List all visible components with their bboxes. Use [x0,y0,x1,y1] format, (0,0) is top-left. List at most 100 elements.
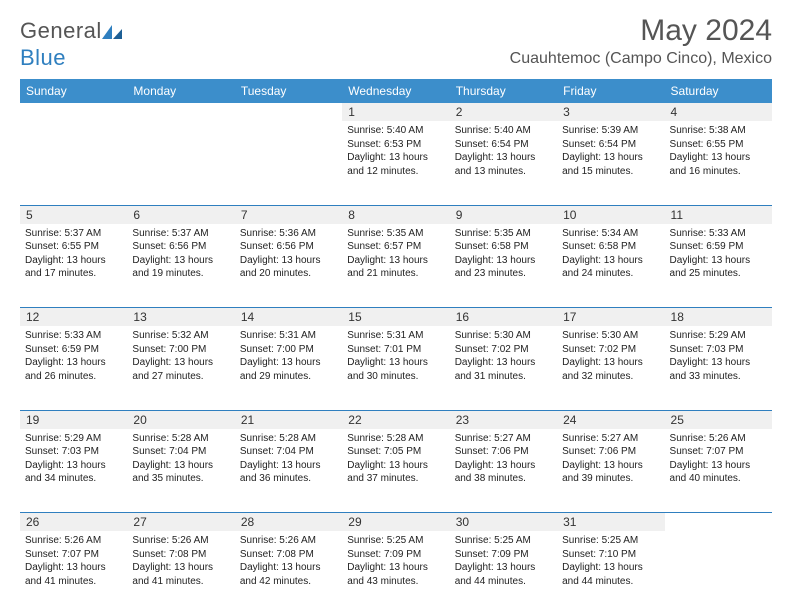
day-number-cell: 17 [557,308,664,327]
day-details-cell [235,121,342,205]
sunrise-line: Sunrise: 5:29 AM [25,432,122,446]
brand-text: GeneralBlue [20,18,124,71]
day-details-cell: Sunrise: 5:38 AMSunset: 6:55 PMDaylight:… [665,121,772,205]
weekday-header: Tuesday [235,79,342,103]
sunrise-line: Sunrise: 5:26 AM [240,534,337,548]
weekday-header: Sunday [20,79,127,103]
sunrise-line: Sunrise: 5:34 AM [562,227,659,241]
sunset-line: Sunset: 6:55 PM [670,138,767,152]
daylight-line: Daylight: 13 hours and 30 minutes. [347,356,444,383]
title-block: May 2024 Cuauhtemoc (Campo Cinco), Mexic… [510,14,772,68]
day-number-cell: 23 [450,410,557,429]
day-details-cell: Sunrise: 5:26 AMSunset: 7:07 PMDaylight:… [665,429,772,513]
day-number-cell: 15 [342,308,449,327]
sunset-line: Sunset: 7:04 PM [132,445,229,459]
sunrise-line: Sunrise: 5:25 AM [455,534,552,548]
day-number-cell: 31 [557,513,664,532]
day-details-cell: Sunrise: 5:28 AMSunset: 7:04 PMDaylight:… [235,429,342,513]
day-details-cell: Sunrise: 5:25 AMSunset: 7:10 PMDaylight:… [557,531,664,615]
day-details-cell: Sunrise: 5:33 AMSunset: 6:59 PMDaylight:… [665,224,772,308]
sunrise-line: Sunrise: 5:26 AM [132,534,229,548]
daylight-line: Daylight: 13 hours and 31 minutes. [455,356,552,383]
sunset-line: Sunset: 6:57 PM [347,240,444,254]
sunrise-line: Sunrise: 5:35 AM [455,227,552,241]
sunset-line: Sunset: 6:59 PM [670,240,767,254]
daylight-line: Daylight: 13 hours and 16 minutes. [670,151,767,178]
daylight-line: Daylight: 13 hours and 24 minutes. [562,254,659,281]
daylight-line: Daylight: 13 hours and 38 minutes. [455,459,552,486]
day-details-cell: Sunrise: 5:29 AMSunset: 7:03 PMDaylight:… [665,326,772,410]
sunset-line: Sunset: 7:09 PM [347,548,444,562]
daylight-line: Daylight: 13 hours and 34 minutes. [25,459,122,486]
day-details-cell [665,531,772,615]
day-number-cell: 4 [665,103,772,121]
day-details-cell: Sunrise: 5:25 AMSunset: 7:09 PMDaylight:… [450,531,557,615]
sunrise-line: Sunrise: 5:35 AM [347,227,444,241]
sunrise-line: Sunrise: 5:30 AM [455,329,552,343]
day-details-cell: Sunrise: 5:27 AMSunset: 7:06 PMDaylight:… [557,429,664,513]
daylight-line: Daylight: 13 hours and 17 minutes. [25,254,122,281]
sunset-line: Sunset: 7:08 PM [132,548,229,562]
sunset-line: Sunset: 6:56 PM [132,240,229,254]
day-details-cell: Sunrise: 5:28 AMSunset: 7:04 PMDaylight:… [127,429,234,513]
weekday-header: Thursday [450,79,557,103]
day-number-cell: 30 [450,513,557,532]
daylight-line: Daylight: 13 hours and 21 minutes. [347,254,444,281]
day-details-cell: Sunrise: 5:26 AMSunset: 7:07 PMDaylight:… [20,531,127,615]
day-details-row: Sunrise: 5:26 AMSunset: 7:07 PMDaylight:… [20,531,772,615]
day-number-cell: 10 [557,205,664,224]
sunrise-line: Sunrise: 5:27 AM [562,432,659,446]
day-number-cell: 27 [127,513,234,532]
day-details-cell: Sunrise: 5:35 AMSunset: 6:58 PMDaylight:… [450,224,557,308]
sunset-line: Sunset: 7:03 PM [25,445,122,459]
sunrise-line: Sunrise: 5:26 AM [25,534,122,548]
day-number-cell: 13 [127,308,234,327]
sunset-line: Sunset: 7:06 PM [562,445,659,459]
sunrise-line: Sunrise: 5:26 AM [670,432,767,446]
weekday-row: SundayMondayTuesdayWednesdayThursdayFrid… [20,79,772,103]
day-number-cell: 18 [665,308,772,327]
day-details-cell: Sunrise: 5:39 AMSunset: 6:54 PMDaylight:… [557,121,664,205]
daylight-line: Daylight: 13 hours and 42 minutes. [240,561,337,588]
daylight-line: Daylight: 13 hours and 33 minutes. [670,356,767,383]
day-details-cell: Sunrise: 5:37 AMSunset: 6:56 PMDaylight:… [127,224,234,308]
sunrise-line: Sunrise: 5:36 AM [240,227,337,241]
day-number-cell [235,103,342,121]
sunrise-line: Sunrise: 5:31 AM [347,329,444,343]
sunset-line: Sunset: 7:00 PM [132,343,229,357]
day-details-cell: Sunrise: 5:26 AMSunset: 7:08 PMDaylight:… [127,531,234,615]
month-title: May 2024 [510,14,772,48]
day-details-cell: Sunrise: 5:30 AMSunset: 7:02 PMDaylight:… [557,326,664,410]
sunset-line: Sunset: 7:04 PM [240,445,337,459]
sunrise-line: Sunrise: 5:40 AM [455,124,552,138]
day-details-cell: Sunrise: 5:34 AMSunset: 6:58 PMDaylight:… [557,224,664,308]
day-details-cell: Sunrise: 5:31 AMSunset: 7:00 PMDaylight:… [235,326,342,410]
sunrise-line: Sunrise: 5:30 AM [562,329,659,343]
sunset-line: Sunset: 7:01 PM [347,343,444,357]
day-number-cell: 7 [235,205,342,224]
day-number-cell [665,513,772,532]
day-details-cell [127,121,234,205]
day-details-cell: Sunrise: 5:30 AMSunset: 7:02 PMDaylight:… [450,326,557,410]
daylight-line: Daylight: 13 hours and 13 minutes. [455,151,552,178]
day-number-cell: 16 [450,308,557,327]
daylight-line: Daylight: 13 hours and 41 minutes. [25,561,122,588]
day-number-cell: 12 [20,308,127,327]
sunset-line: Sunset: 7:07 PM [25,548,122,562]
daylight-line: Daylight: 13 hours and 44 minutes. [455,561,552,588]
day-number-cell: 1 [342,103,449,121]
brand-word1: General [20,18,102,43]
sunset-line: Sunset: 7:02 PM [455,343,552,357]
sunset-line: Sunset: 6:58 PM [455,240,552,254]
day-number-cell: 29 [342,513,449,532]
day-number-cell: 5 [20,205,127,224]
day-number-row: 1234 [20,103,772,121]
daylight-line: Daylight: 13 hours and 29 minutes. [240,356,337,383]
day-details-row: Sunrise: 5:33 AMSunset: 6:59 PMDaylight:… [20,326,772,410]
sunrise-line: Sunrise: 5:37 AM [25,227,122,241]
day-number-cell: 6 [127,205,234,224]
sunrise-line: Sunrise: 5:40 AM [347,124,444,138]
day-number-cell: 19 [20,410,127,429]
day-number-row: 567891011 [20,205,772,224]
sunset-line: Sunset: 7:08 PM [240,548,337,562]
